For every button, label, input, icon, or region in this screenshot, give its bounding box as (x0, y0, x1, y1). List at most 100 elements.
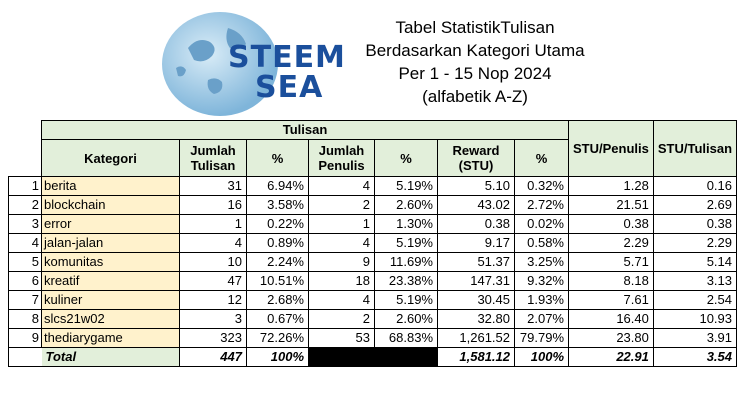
row-stu-penulis: 7.61 (568, 290, 654, 310)
row-jumlah-tulisan: 10 (179, 252, 247, 272)
total-jumlah-tulisan: 447 (179, 347, 247, 367)
row-jumlah-tulisan: 4 (179, 233, 247, 253)
row-pct-penulis: 1.30% (374, 214, 438, 234)
header-reward: Reward (STU) (437, 139, 515, 177)
title-line-3: Per 1 - 15 Nop 2024 (398, 64, 552, 83)
row-pct-penulis: 68.83% (374, 328, 438, 348)
total-pct-tulisan: 100% (246, 347, 309, 367)
header-jumlah-penulis: Jumlah Penulis (308, 139, 375, 177)
row-jumlah-tulisan: 1 (179, 214, 247, 234)
row-pct-tulisan: 0.22% (246, 214, 309, 234)
row-number: 6 (8, 271, 42, 291)
header-stu-tulisan: STU/Tulisan (652, 120, 738, 177)
row-jumlah-penulis: 4 (308, 290, 375, 310)
title-line-2: Berdasarkan Kategori Utama (365, 41, 585, 60)
row-pct-reward: 2.72% (514, 195, 569, 215)
row-kategori: komunitas (41, 252, 180, 272)
table-row: 2 blockchain 16 3.58% 2 2.60% 43.02 2.72… (8, 195, 738, 215)
row-reward: 1,261.52 (437, 328, 515, 348)
row-jumlah-penulis: 2 (308, 195, 375, 215)
row-stu-tulisan: 0.16 (652, 176, 738, 196)
row-stu-penulis: 8.18 (568, 271, 654, 291)
row-reward: 30.45 (437, 290, 515, 310)
logo-text-steem: STEEM (228, 40, 346, 75)
row-number: 5 (8, 252, 42, 272)
row-pct-tulisan: 72.26% (246, 328, 309, 348)
row-stu-tulisan: 3.13 (652, 271, 738, 291)
row-jumlah-tulisan: 12 (179, 290, 247, 310)
row-jumlah-tulisan: 3 (179, 309, 247, 329)
row-jumlah-penulis: 18 (308, 271, 375, 291)
row-pct-tulisan: 10.51% (246, 271, 309, 291)
row-reward: 32.80 (437, 309, 515, 329)
row-pct-tulisan: 0.67% (246, 309, 309, 329)
row-kategori: kuliner (41, 290, 180, 310)
row-kategori: thediarygame (41, 328, 180, 348)
row-pct-penulis: 11.69% (374, 252, 438, 272)
total-pct-reward: 100% (514, 347, 569, 367)
row-stu-tulisan: 2.54 (652, 290, 738, 310)
row-stu-tulisan: 10.93 (652, 309, 738, 329)
row-number: 2 (8, 195, 42, 215)
header-jumlah-tulisan-line1: Jumlah (190, 143, 236, 158)
row-pct-reward: 0.02% (514, 214, 569, 234)
row-stu-penulis: 23.80 (568, 328, 654, 348)
total-row: Total 447 100% 1,581.12 100% 22.91 3.54 (8, 347, 738, 367)
total-label: Total (41, 347, 180, 367)
row-stu-penulis: 16.40 (568, 309, 654, 329)
row-pct-reward: 3.25% (514, 252, 569, 272)
total-blackout (308, 347, 438, 367)
row-pct-penulis: 23.38% (374, 271, 438, 291)
total-reward: 1,581.12 (437, 347, 515, 367)
row-reward: 9.17 (437, 233, 515, 253)
total-spacer (8, 347, 42, 367)
header-group-tulisan: Tulisan (41, 120, 569, 140)
row-pct-penulis: 5.19% (374, 176, 438, 196)
row-number: 4 (8, 233, 42, 253)
header-kategori: Kategori (41, 139, 180, 177)
row-reward: 43.02 (437, 195, 515, 215)
table-row: 6 kreatif 47 10.51% 18 23.38% 147.31 9.3… (8, 271, 738, 291)
row-jumlah-penulis: 4 (308, 233, 375, 253)
row-pct-reward: 2.07% (514, 309, 569, 329)
row-jumlah-tulisan: 47 (179, 271, 247, 291)
table-row: 3 error 1 0.22% 1 1.30% 0.38 0.02% 0.38 … (8, 214, 738, 234)
header-jumlah-penulis-line2: Penulis (318, 158, 365, 173)
total-stu-tulisan: 3.54 (652, 347, 738, 367)
header-stu-penulis: STU/Penulis (568, 120, 654, 177)
header-pct-tulisan: % (246, 139, 309, 177)
row-pct-tulisan: 2.68% (246, 290, 309, 310)
row-pct-reward: 1.93% (514, 290, 569, 310)
row-jumlah-penulis: 4 (308, 176, 375, 196)
row-stu-penulis: 2.29 (568, 233, 654, 253)
row-jumlah-tulisan: 323 (179, 328, 247, 348)
row-stu-penulis: 5.71 (568, 252, 654, 272)
row-pct-tulisan: 3.58% (246, 195, 309, 215)
globe-icon (162, 12, 278, 116)
row-number: 1 (8, 176, 42, 196)
row-stu-tulisan: 2.29 (652, 233, 738, 253)
row-stu-tulisan: 0.38 (652, 214, 738, 234)
row-jumlah-tulisan: 31 (179, 176, 247, 196)
total-stu-penulis: 22.91 (568, 347, 654, 367)
row-pct-penulis: 5.19% (374, 290, 438, 310)
header-jumlah-tulisan: Jumlah Tulisan (179, 139, 247, 177)
table-row: 1 berita 31 6.94% 4 5.19% 5.10 0.32% 1.2… (8, 176, 738, 196)
row-pct-reward: 79.79% (514, 328, 569, 348)
row-kategori: jalan-jalan (41, 233, 180, 253)
table-row: 8 slcs21w02 3 0.67% 2 2.60% 32.80 2.07% … (8, 309, 738, 329)
table-row: 9 thediarygame 323 72.26% 53 68.83% 1,26… (8, 328, 738, 348)
header-pct-penulis: % (374, 139, 438, 177)
row-number: 9 (8, 328, 42, 348)
title-line-4: (alfabetik A-Z) (422, 87, 528, 106)
row-pct-reward: 0.58% (514, 233, 569, 253)
row-number: 3 (8, 214, 42, 234)
row-stu-penulis: 0.38 (568, 214, 654, 234)
row-reward: 51.37 (437, 252, 515, 272)
logo-text-sea: SEA (255, 70, 324, 105)
title-line-1: Tabel StatistikTulisan (395, 18, 555, 37)
statistics-table: Tulisan STU/Penulis STU/Tulisan Kategori… (8, 120, 738, 367)
row-reward: 0.38 (437, 214, 515, 234)
row-pct-tulisan: 2.24% (246, 252, 309, 272)
row-number: 8 (8, 309, 42, 329)
